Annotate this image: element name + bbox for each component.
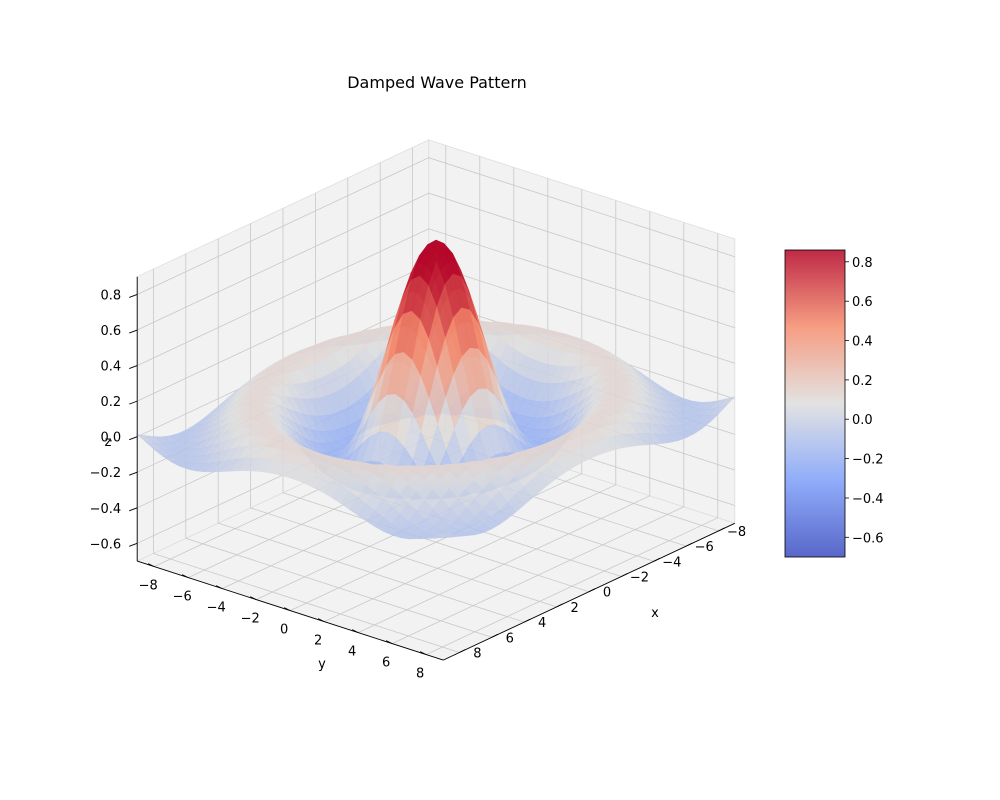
y-tick-label: 4 <box>348 645 356 660</box>
z-tick-label: 0.6 <box>101 324 122 339</box>
colorbar-tick-label: 0.8 <box>852 256 873 271</box>
y-tick-label: −8 <box>139 579 158 594</box>
x-tick-label: 4 <box>538 616 546 631</box>
grid-line-y <box>290 189 583 611</box>
axis-ticks: −8 −6 −4 −2 0 2 4 6 8 −8 −6 −4 −2 0 2 4 6 8 −0.6 −0.4 −0.2 0.… <box>90 276 746 682</box>
colorbar-tick-label: 0.4 <box>852 335 873 350</box>
x-tick-mark <box>621 573 628 577</box>
z-tick-mark <box>129 507 138 512</box>
grid-line-y <box>358 211 651 633</box>
colorbar-gradient <box>784 249 846 558</box>
z-tick-mark <box>129 471 138 476</box>
y-tick-mark <box>283 607 291 612</box>
grid-line-x <box>282 208 590 593</box>
x-tick-label: 2 <box>570 601 578 616</box>
grid-line-z <box>137 157 735 295</box>
y-tick-label: −6 <box>173 590 192 605</box>
x-tick-label: 8 <box>473 647 481 662</box>
z-tick-label: 0.0 <box>101 431 122 446</box>
z-tick-mark <box>129 542 138 547</box>
x-tick-mark <box>523 618 531 623</box>
grid-line-x <box>152 269 460 653</box>
y-tick-mark <box>249 596 257 601</box>
y-tick-mark <box>317 618 325 623</box>
grid-line-x <box>185 253 492 638</box>
y-tick-mark <box>385 640 393 645</box>
z-tick-label: 0.4 <box>101 360 122 375</box>
z-tick-label: 0.8 <box>101 289 122 304</box>
chart-title: Damped Wave Pattern <box>347 73 527 92</box>
y-tick-mark <box>147 563 155 568</box>
x-tick-mark <box>718 527 725 532</box>
y-tick-label: −4 <box>207 601 226 616</box>
colorbar: −0.6 −0.4 −0.2 0.0 0.2 0.4 0.6 0.8 <box>784 249 884 558</box>
x-tick-mark <box>588 588 596 593</box>
grid-line-y <box>324 200 617 622</box>
surface-mesh <box>136 239 736 540</box>
x-tick-label: −4 <box>662 555 681 570</box>
y-tick-label: −2 <box>241 612 260 627</box>
x-tick-label: −6 <box>695 540 714 555</box>
z-tick-mark <box>129 294 138 298</box>
y-tick-mark <box>215 585 223 590</box>
z-tick-label: 0.2 <box>101 395 122 410</box>
grid-line-x <box>217 238 525 623</box>
y-tick-label: 0 <box>280 623 288 638</box>
x-tick-label: 6 <box>506 631 514 646</box>
grid-line-z <box>137 228 735 366</box>
x-tick-mark <box>685 542 693 547</box>
z-tick-mark <box>129 365 138 369</box>
colorbar-tick-label: 0.6 <box>852 295 873 310</box>
z-tick-mark <box>129 400 138 405</box>
z-tick-mark <box>129 436 138 441</box>
colorbar-tick-label: −0.4 <box>852 492 884 507</box>
y-tick-mark <box>351 629 359 634</box>
x-tick-mark <box>653 557 661 562</box>
colorbar-tick-label: 0.2 <box>852 374 873 389</box>
y-tick-label: 8 <box>416 667 424 682</box>
z-axis-label: z <box>105 435 112 450</box>
x-axis-label: x <box>651 606 659 621</box>
x-tick-label: −8 <box>727 525 746 540</box>
surface-patch <box>434 533 452 537</box>
grid-line-y <box>392 222 685 644</box>
y-tick-mark <box>419 651 427 656</box>
z-tick-label: −0.6 <box>90 537 122 552</box>
z-tick-label: −0.2 <box>90 466 122 481</box>
x-tick-label: 0 <box>603 586 611 601</box>
grid-line-y <box>426 233 719 655</box>
colorbar-tick-label: −0.6 <box>852 531 884 546</box>
x-tick-mark <box>556 603 563 608</box>
z-tick-mark <box>129 329 138 334</box>
x-tick-mark <box>491 633 499 638</box>
y-tick-label: 2 <box>314 634 322 649</box>
y-axis-label: y <box>318 657 326 672</box>
y-tick-mark <box>181 574 189 579</box>
grid-line-x <box>250 223 557 608</box>
grid-line-z <box>137 192 735 331</box>
z-tick-label: −0.4 <box>90 502 122 517</box>
colorbar-tick-label: 0.0 <box>852 413 873 428</box>
x-tick-mark <box>459 649 466 653</box>
x-tick-label: −2 <box>630 571 649 586</box>
y-tick-label: 6 <box>382 656 390 671</box>
colorbar-tick-label: −0.2 <box>852 453 884 468</box>
